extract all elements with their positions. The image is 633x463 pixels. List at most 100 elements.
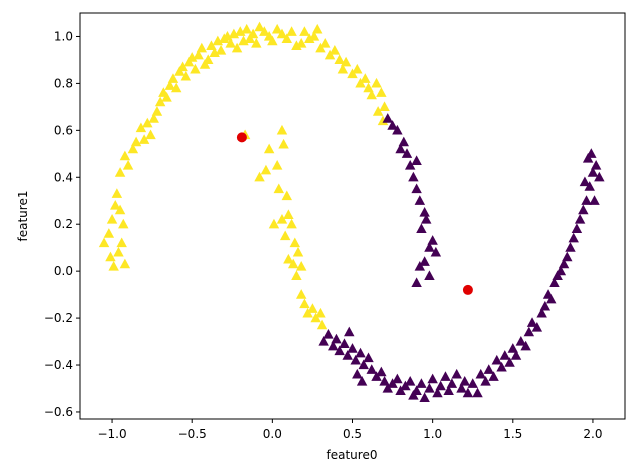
data-point (462, 387, 474, 398)
data-point (472, 387, 483, 398)
data-point (196, 42, 208, 53)
data-point (590, 160, 602, 170)
data-point (483, 364, 494, 374)
data-point (594, 171, 605, 182)
data-point (98, 237, 110, 248)
data-point (344, 326, 355, 337)
data-point (352, 368, 363, 379)
data-point (363, 82, 374, 93)
data-point (546, 293, 557, 304)
data-point (145, 129, 156, 140)
data-point (424, 242, 435, 252)
data-point (138, 134, 150, 144)
data-point (589, 195, 600, 205)
data-point (193, 49, 204, 60)
data-point (419, 206, 430, 217)
data-point (565, 242, 576, 252)
data-point (427, 235, 438, 245)
data-point (278, 138, 289, 149)
series-centers (236, 132, 473, 295)
data-point (523, 326, 535, 337)
data-point (363, 352, 374, 363)
data-point (225, 38, 236, 48)
data-point (130, 136, 142, 147)
data-point (263, 143, 275, 154)
data-point (480, 375, 491, 386)
data-point (507, 343, 519, 353)
points-layer (98, 21, 605, 403)
data-point (456, 382, 467, 393)
data-point (260, 164, 272, 175)
data-point (515, 336, 527, 346)
data-point (360, 73, 371, 83)
data-point (491, 354, 502, 365)
data-point (116, 237, 127, 248)
data-point (366, 89, 377, 100)
data-point (113, 246, 124, 257)
data-point (382, 113, 393, 123)
data-point (295, 289, 307, 299)
data-point (254, 171, 265, 182)
data-point (432, 387, 443, 398)
data-point (339, 338, 350, 349)
data-point (562, 251, 573, 262)
data-point (283, 253, 294, 264)
data-point (352, 63, 363, 74)
data-point (531, 321, 543, 332)
data-point (267, 35, 278, 46)
data-point (331, 333, 342, 344)
y-tick-label: −0.2 (44, 311, 73, 325)
data-point (110, 199, 121, 210)
data-point (404, 375, 416, 386)
data-point (579, 176, 591, 187)
data-point (416, 378, 427, 388)
data-point (177, 61, 188, 72)
data-point (376, 87, 387, 97)
data-point (459, 375, 470, 386)
data-point (404, 160, 416, 170)
data-point (279, 230, 291, 241)
data-point (151, 106, 163, 116)
y-axis-label: feature1 (16, 191, 30, 242)
data-point (276, 214, 288, 224)
data-point (286, 218, 297, 229)
data-point (496, 361, 507, 372)
data-point (358, 359, 369, 370)
data-point (268, 218, 280, 229)
data-point (337, 63, 349, 74)
y-tick-label: 0.6 (54, 123, 73, 137)
data-point (118, 218, 129, 229)
data-point (135, 122, 147, 133)
data-point (371, 77, 382, 88)
data-point (526, 317, 538, 327)
data-point (308, 30, 320, 41)
data-point (424, 270, 435, 280)
data-point (105, 251, 116, 262)
data-point (510, 350, 522, 360)
data-point (350, 354, 361, 365)
data-point (440, 371, 451, 381)
data-point (340, 56, 352, 67)
x-tick-label: −1.0 (97, 427, 126, 441)
data-point (241, 23, 252, 34)
data-point (446, 378, 458, 388)
data-point (167, 73, 179, 83)
data-point (414, 260, 426, 271)
data-point (190, 63, 201, 74)
data-point (119, 150, 131, 161)
data-point (142, 117, 153, 128)
data-point (231, 42, 243, 53)
data-point (320, 38, 331, 48)
data-point (578, 204, 589, 215)
data-point (170, 82, 182, 93)
x-tick-label: 1.0 (423, 427, 442, 441)
data-point (247, 28, 259, 39)
data-point (398, 136, 410, 147)
data-point (411, 277, 422, 288)
data-point (467, 378, 478, 388)
data-point (103, 228, 115, 238)
data-point (111, 188, 123, 198)
data-point (435, 380, 446, 391)
y-tick-label: −0.6 (44, 405, 73, 419)
